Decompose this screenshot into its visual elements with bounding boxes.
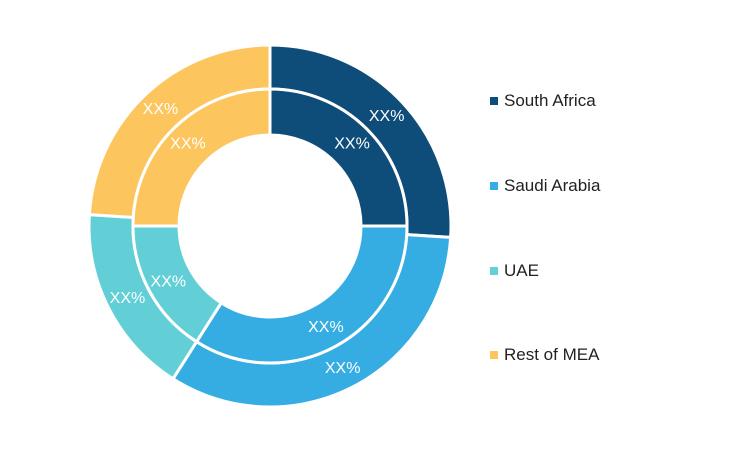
inner-slice-saudi-arabia	[194, 224, 409, 365]
legend-item-saudi-arabia: Saudi Arabia	[490, 175, 600, 197]
legend-swatch-south-africa	[490, 97, 498, 105]
legend-label-uae: UAE	[504, 261, 539, 280]
outer-label-uae: XX%	[110, 290, 146, 307]
legend-item-uae: UAE	[490, 260, 539, 282]
legend-item-rest-of-mea: Rest of MEA	[490, 344, 599, 366]
donut-chart: XX% XX% XX% XX% XX% XX% XX% XX%	[87, 43, 453, 409]
legend-label-rest-of-mea: Rest of MEA	[504, 345, 600, 364]
legend-swatch-rest-of-mea	[490, 351, 498, 359]
inner-slice-rest-of-mea	[131, 87, 272, 228]
inner-label-uae: XX%	[151, 273, 187, 290]
legend-label-south-africa: South Africa	[504, 91, 596, 110]
outer-label-saudi-arabia: XX%	[325, 360, 361, 377]
legend-swatch-saudi-arabia	[490, 182, 498, 190]
inner-label-south-africa: XX%	[334, 135, 370, 152]
outer-label-rest-of-mea: XX%	[143, 101, 179, 118]
outer-label-south-africa: XX%	[369, 108, 405, 125]
inner-label-rest-of-mea: XX%	[170, 135, 206, 152]
inner-slice-south-africa	[268, 87, 409, 228]
inner-label-saudi-arabia: XX%	[308, 319, 344, 336]
legend-label-saudi-arabia: Saudi Arabia	[504, 176, 601, 195]
legend-item-south-africa: South Africa	[490, 90, 596, 112]
legend: South Africa Saudi Arabia UAE Rest of ME…	[490, 0, 740, 450]
legend-swatch-uae	[490, 267, 498, 275]
